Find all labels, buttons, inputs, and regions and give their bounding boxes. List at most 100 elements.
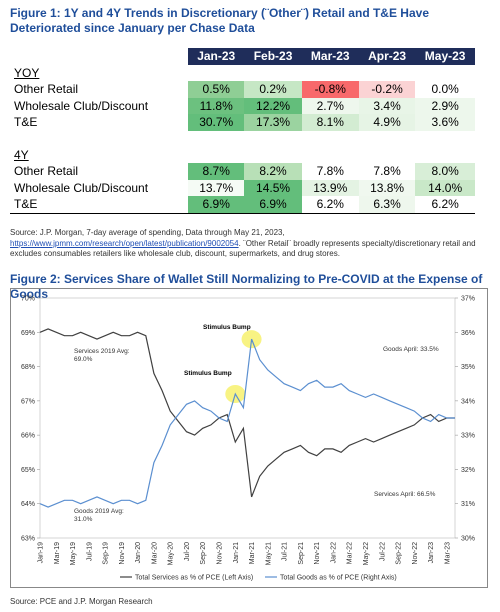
row: Other Retail 0.5% 0.2% -0.8% -0.2% 0.0% — [10, 81, 475, 98]
row: Wholesale Club/Discount 11.8% 12.2% 2.7% 3.4… — [10, 97, 475, 114]
cell: 6.2% — [301, 196, 359, 214]
cell: 11.8% — [188, 97, 245, 114]
row: T&E 30.7% 17.3% 8.1% 4.9% 3.6% — [10, 114, 475, 131]
cell: -0.8% — [301, 81, 359, 98]
y-tick-label: 68% — [21, 364, 35, 371]
row-label: Other Retail — [14, 82, 79, 97]
cell: 3.6% — [415, 114, 475, 131]
cell: 8.0% — [415, 163, 475, 180]
source-note: Source: J.P. Morgan, 7-day average of sp… — [10, 228, 490, 260]
y2-tick-label: 30% — [461, 536, 475, 543]
annotation: Services 2019 Avg: 69.0% — [74, 348, 130, 363]
header-cell: Mar-23 — [301, 48, 359, 65]
cell: 0.0% — [415, 81, 475, 98]
cell: 13.8% — [358, 179, 416, 196]
x-tick-label: Mar-23 — [444, 542, 451, 564]
x-tick-label: Sep-20 — [200, 542, 207, 565]
y2-tick-label: 34% — [461, 398, 475, 405]
cell: 7.8% — [301, 163, 359, 180]
section-row: YOY — [10, 65, 475, 82]
x-tick-label: Nov-19 — [119, 542, 126, 565]
x-tick-label: Jan-20 — [135, 542, 142, 564]
x-tick-label: Mar-22 — [347, 542, 354, 564]
cell: 4.9% — [358, 114, 416, 131]
cell: 14.0% — [415, 179, 475, 196]
x-tick-label: Jul-20 — [184, 542, 191, 561]
cell: 0.5% — [188, 81, 245, 98]
y2-tick-label: 36% — [461, 330, 475, 337]
x-tick-label: Nov-21 — [314, 542, 321, 565]
y2-tick-label: 32% — [461, 467, 475, 474]
cell: 2.7% — [301, 97, 359, 114]
y2-tick-label: 37% — [461, 296, 475, 303]
header-cell: Feb-23 — [244, 48, 302, 65]
cell: 0.2% — [244, 81, 302, 98]
x-tick-label: Mar-21 — [249, 542, 256, 564]
annotation: Stimulus Bump — [203, 324, 251, 331]
section-label: 4Y — [14, 147, 29, 162]
cell: 14.5% — [244, 179, 302, 196]
annotation: Services April: 66.5% — [374, 491, 436, 498]
source-text: . ¨Other Retail¨ broadly represents spec… — [10, 238, 476, 259]
x-tick-label: Jan-22 — [330, 542, 337, 564]
figure-title: Figure 2: Services Share of Wallet Still… — [10, 272, 483, 301]
cell: -0.2% — [358, 81, 416, 98]
source-text: Source: J.P. Morgan, 7-day average of sp… — [10, 228, 285, 237]
x-tick-label: Jan-23 — [428, 542, 435, 564]
cell: 6.2% — [415, 196, 475, 214]
section-label: YOY — [14, 65, 40, 80]
header-cell — [10, 48, 188, 65]
x-tick-label: Jul-19 — [86, 542, 93, 561]
x-tick-label: Jan-19 — [38, 542, 45, 564]
cell: 8.7% — [188, 163, 245, 180]
cell: 8.1% — [301, 114, 359, 131]
cell: 13.7% — [188, 179, 245, 196]
cell: 8.2% — [244, 163, 302, 180]
x-tick-label: May-20 — [168, 542, 175, 565]
legend-label: Total Goods as % of PCE (Right Axis) — [280, 575, 397, 582]
y-tick-label: 69% — [21, 330, 35, 337]
row-label: T&E — [14, 115, 38, 130]
cell: 17.3% — [244, 114, 302, 131]
table: Jan-23 Feb-23 Mar-23 Apr-23 May-23 YOY Other R… — [10, 48, 475, 214]
x-tick-label: May-22 — [363, 542, 370, 565]
y2-tick-label: 33% — [461, 433, 475, 440]
x-tick-label: May-21 — [265, 542, 272, 565]
x-tick-label: Nov-22 — [412, 542, 419, 565]
x-tick-label: Jan-21 — [233, 542, 240, 564]
cell: 3.4% — [358, 97, 416, 114]
x-tick-label: Jul-21 — [282, 542, 289, 561]
x-tick-label: May-19 — [70, 542, 77, 565]
cell: 2.9% — [415, 97, 475, 114]
source-link[interactable]: https://www.jpmm.com/research/open/lates… — [10, 238, 239, 248]
header-cell: Jan-23 — [188, 48, 245, 65]
cell: 6.3% — [358, 196, 416, 214]
cell: 6.9% — [188, 196, 245, 214]
x-tick-label: Jul-22 — [379, 542, 386, 561]
x-tick-label: Sep-21 — [298, 542, 305, 565]
series-line — [39, 328, 455, 498]
row: Wholesale Club/Discount 13.7% 14.5% 13.9% 13… — [10, 179, 475, 196]
annotation: Stimulus Bump — [184, 370, 232, 377]
cell: 12.2% — [244, 97, 302, 114]
chart-frame — [10, 288, 488, 588]
row-label: Wholesale Club/Discount — [14, 180, 149, 195]
figure-title: Figure 1: 1Y and 4Y Trends in Discretion… — [10, 6, 429, 35]
y-tick-label: 66% — [21, 433, 35, 440]
row: Other Retail 8.7% 8.2% 7.8% 7.8% 8.0% — [10, 163, 475, 180]
x-tick-label: Mar-19 — [54, 542, 61, 564]
header-cell: Apr-23 — [358, 48, 416, 65]
x-tick-label: Sep-19 — [103, 542, 110, 565]
series-line — [39, 338, 455, 508]
x-tick-label: Nov-20 — [217, 542, 224, 565]
legend-label: Total Services as % of PCE (Left Axis) — [135, 575, 253, 582]
row-label: Other Retail — [14, 164, 79, 179]
header-row: Jan-23 Feb-23 Mar-23 Apr-23 May-23 — [10, 48, 475, 65]
row-label: T&E — [10, 196, 188, 214]
annotation: Goods April: 33.5% — [383, 346, 439, 353]
cell: 30.7% — [188, 114, 245, 131]
x-tick-label: Mar-20 — [151, 542, 158, 564]
annotation: Goods 2019 Avg: 31.0% — [74, 508, 124, 523]
